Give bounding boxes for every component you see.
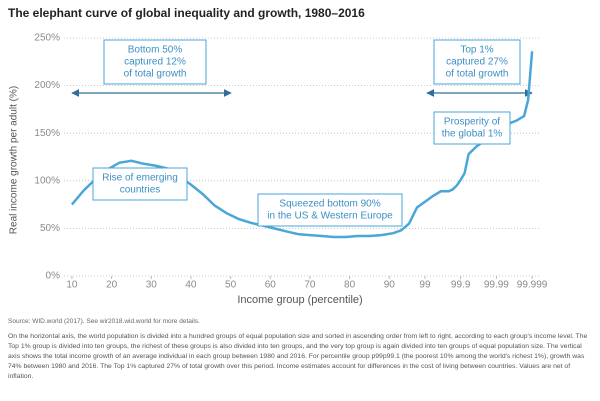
annotation-text: of total growth [446,69,509,80]
x-tick-label: 80 [344,280,356,291]
y-tick-label: 50% [40,223,60,234]
x-tick-label: 30 [146,280,158,291]
annotation-text: countries [120,185,161,196]
annotation-box [103,39,207,85]
y-tick-label: 150% [34,128,60,139]
x-tick-label: 50 [225,280,237,291]
annotation-box [257,193,403,227]
x-tick-label: 10 [66,280,78,291]
annotation-text: Squeezed bottom 90% [279,199,380,210]
annotation-text: Top 1% [460,45,493,56]
x-tick-label: 70 [304,280,316,291]
y-tick-label: 200% [34,80,60,91]
annotation-text: captured 27% [446,57,508,68]
annotation-text: in the US & Western Europe [267,211,393,222]
annotation-text: the global 1% [442,129,503,140]
source: Source: WID.world (2017). See wir2018.wi… [8,318,200,325]
x-tick-label: 90 [384,280,396,291]
y-tick-label: 250% [34,33,60,44]
annotation-text: Rise of emerging [102,173,178,184]
x-tick-label: 60 [265,280,277,291]
chart-title: The elephant curve of global inequality … [8,6,365,20]
x-tick-label: 99.9 [451,280,471,291]
annotation-box [92,167,188,201]
y-tick-label: 100% [34,175,60,186]
annotation-text: Bottom 50% [128,45,183,56]
annotation-text: captured 12% [124,57,186,68]
y-tick-label: 0% [46,271,61,282]
annotation-text: Prosperity of [444,117,500,128]
x-tick-label: 20 [106,280,118,291]
chart: The elephant curve of global inequality … [8,6,548,306]
annotation-box [433,111,511,145]
y-axis-label: Real income growth per adult (%) [9,86,20,234]
annotation-box [433,39,521,85]
x-tick-label: 40 [185,280,197,291]
x-tick-label: 99.99 [484,280,509,291]
note: On the horizontal axis, the world popula… [8,333,588,380]
x-tick-label: 99.999 [517,280,548,291]
annotation-text: of total growth [124,69,187,80]
x-tick-label: 99 [419,280,431,291]
x-axis-label: Income group (percentile) [237,294,362,306]
